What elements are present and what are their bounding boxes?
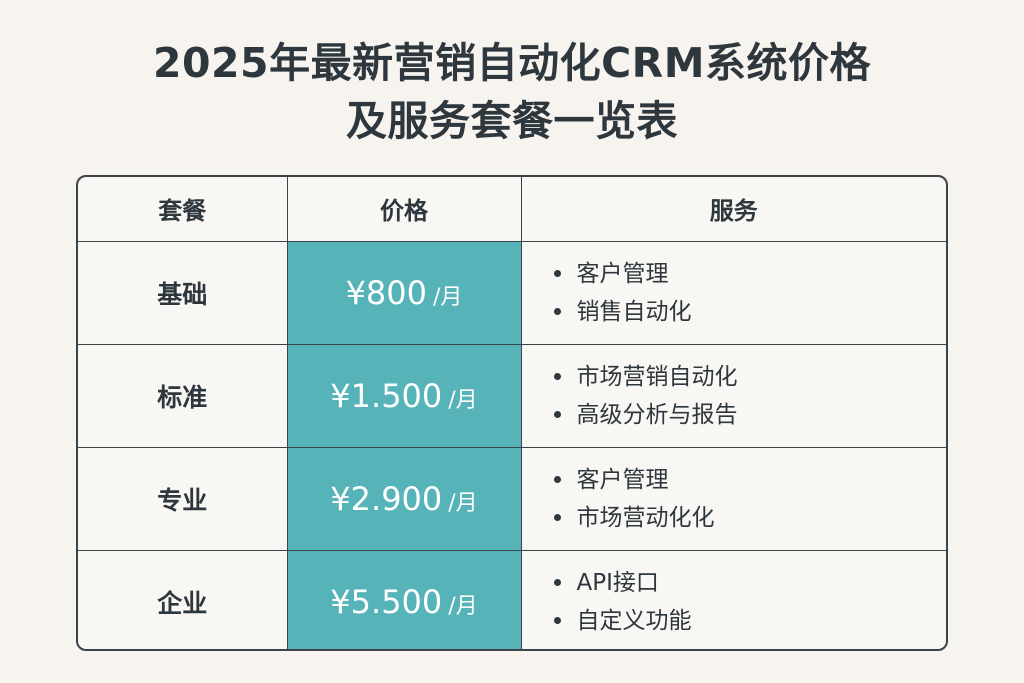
list-item: 市场营动化化: [553, 499, 947, 537]
list-item: 自定义功能: [553, 602, 947, 640]
bullet-icon: [553, 373, 561, 380]
price-value: ¥2.900: [330, 479, 443, 518]
services-list: 客户管理 销售自动化: [553, 255, 947, 331]
price-value: ¥5.500: [330, 582, 443, 621]
bullet-icon: [553, 476, 561, 483]
list-item: 高级分析与报告: [553, 396, 947, 434]
pricing-table: 套餐 价格 服务 基础 ¥800/月 客户管理 销售自动化 标准: [76, 175, 948, 651]
table-row: 专业 ¥2.900/月 客户管理 市场营动化化: [78, 446, 947, 551]
services-cell: 客户管理 销售自动化: [520, 240, 947, 345]
header-price: 价格: [286, 177, 522, 242]
table-row: 企业 ¥5.500/月 API接口 自定义功能: [78, 549, 947, 649]
list-item: 客户管理: [553, 461, 947, 499]
table-header-row: 套餐 价格 服务: [78, 177, 946, 242]
table-row: 基础 ¥800/月 客户管理 销售自动化: [78, 240, 947, 345]
plan-name: 专业: [78, 446, 288, 551]
bullet-icon: [553, 308, 561, 315]
page-title: 2025年最新营销自动化CRM系统价格 及服务套餐一览表: [0, 34, 1024, 150]
price-cell: ¥2.900/月: [286, 446, 522, 551]
list-item: 销售自动化: [553, 293, 947, 331]
plan-name: 基础: [78, 240, 288, 345]
price-unit: /月: [448, 387, 478, 413]
services-list: 市场营销自动化 高级分析与报告: [553, 358, 947, 434]
price-cell: ¥1.500/月: [286, 343, 522, 448]
price-unit: /月: [448, 490, 478, 516]
bullet-icon: [553, 617, 561, 625]
plan-name: 标准: [78, 343, 288, 448]
title-line-1: 2025年最新营销自动化CRM系统价格: [152, 39, 872, 87]
services-list: 客户管理 市场营动化化: [553, 461, 947, 537]
bullet-icon: [553, 270, 561, 277]
price-cell: ¥800/月: [286, 240, 522, 345]
price-value: ¥1.500: [330, 376, 443, 415]
services-list: API接口 自定义功能: [553, 564, 947, 640]
price-cell: ¥5.500/月: [286, 549, 522, 649]
services-cell: API接口 自定义功能: [520, 549, 947, 649]
header-plan: 套餐: [78, 177, 288, 242]
bullet-icon: [553, 411, 561, 418]
list-item: 市场营销自动化: [553, 358, 947, 396]
bullet-icon: [553, 579, 561, 587]
plan-name: 企业: [78, 549, 288, 649]
price-value: ¥800: [345, 273, 427, 312]
price-unit: /月: [433, 284, 463, 310]
table-row: 标准 ¥1.500/月 市场营销自动化 高级分析与报告: [78, 343, 947, 448]
list-item: API接口: [553, 564, 947, 602]
bullet-icon: [553, 514, 561, 521]
services-cell: 客户管理 市场营动化化: [520, 446, 947, 551]
title-line-2: 及服务套餐一览表: [346, 97, 678, 145]
services-cell: 市场营销自动化 高级分析与报告: [520, 343, 947, 448]
price-unit: /月: [448, 593, 478, 619]
header-services: 服务: [520, 177, 946, 242]
list-item: 客户管理: [553, 255, 947, 293]
